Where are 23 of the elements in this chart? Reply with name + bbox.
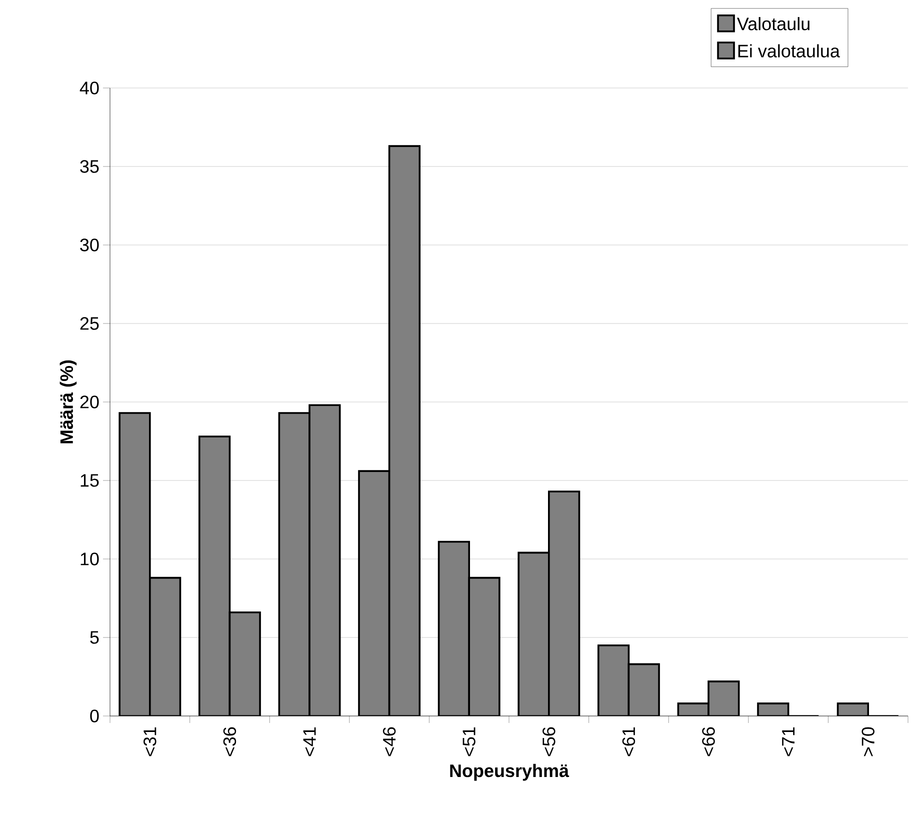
y-tick-label: 0: [90, 710, 99, 722]
y-tick-label: 40: [80, 82, 99, 94]
x-tick-label: <36: [223, 727, 236, 756]
x-tick-label: <31: [144, 727, 156, 756]
y-tick-label: 30: [80, 238, 99, 252]
x-tick-label: >70: [862, 727, 874, 756]
legend-label: Ei valotaulua: [738, 44, 840, 58]
x-tick-label: <56: [542, 727, 556, 756]
y-axis-title: Määrä (%): [60, 360, 77, 444]
y-tick-label: 10: [80, 552, 99, 566]
x-tick-label: <61: [622, 727, 636, 756]
y-tick-label: 15: [80, 474, 99, 487]
x-tick-label: <46: [382, 727, 396, 756]
legend-label: Valotaulu: [736, 17, 810, 30]
y-tick-label: 35: [80, 160, 99, 173]
x-axis-title: Nopeusryhmä: [450, 764, 570, 781]
x-tick-label: <71: [782, 727, 794, 756]
x-tick-label: <41: [303, 727, 316, 756]
y-tick-label: 20: [80, 396, 99, 408]
x-tick-label: <51: [462, 727, 476, 756]
y-tick-label: 5: [90, 631, 99, 644]
y-tick-label: 25: [80, 317, 99, 330]
x-tick-label: <66: [702, 727, 715, 756]
